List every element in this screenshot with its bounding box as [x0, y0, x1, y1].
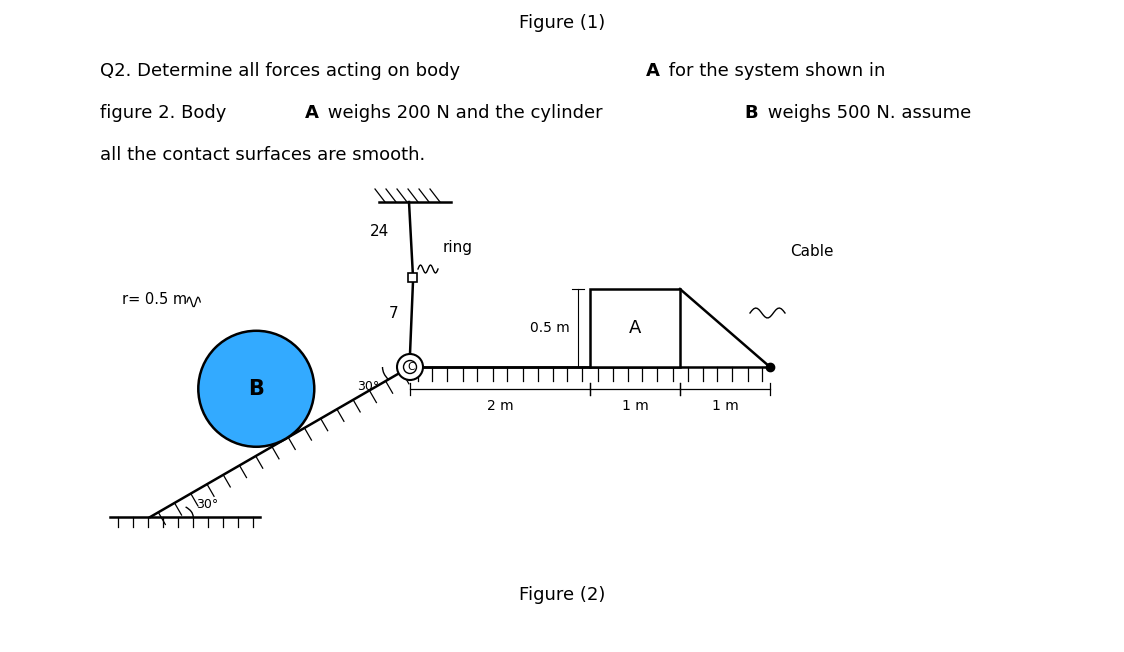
- Text: 1 m: 1 m: [711, 399, 738, 413]
- Text: all the contact surfaces are smooth.: all the contact surfaces are smooth.: [100, 146, 425, 164]
- Bar: [590, 289, 680, 367]
- Text: weighs 500 N. assume: weighs 500 N. assume: [762, 104, 971, 122]
- Text: figure 2. Body: figure 2. Body: [100, 104, 233, 122]
- Text: B: B: [248, 379, 264, 399]
- Text: 2 m: 2 m: [487, 399, 514, 413]
- Text: 1 m: 1 m: [622, 399, 649, 413]
- Text: Cable: Cable: [790, 244, 834, 259]
- Text: B: B: [745, 104, 759, 122]
- Text: A: A: [646, 62, 660, 80]
- Text: A: A: [628, 319, 641, 337]
- Circle shape: [397, 354, 423, 380]
- Circle shape: [404, 361, 417, 374]
- Bar: [408, 273, 417, 282]
- Text: 30°: 30°: [197, 498, 218, 511]
- Text: ring: ring: [443, 240, 473, 255]
- Text: weighs 200 N and the cylinder: weighs 200 N and the cylinder: [321, 104, 608, 122]
- Text: Figure (1): Figure (1): [519, 14, 605, 32]
- Text: C: C: [407, 362, 415, 372]
- Text: 7: 7: [389, 306, 398, 321]
- Text: A: A: [305, 104, 318, 122]
- Text: 0.5 m: 0.5 m: [531, 321, 570, 335]
- Text: 30°: 30°: [357, 380, 379, 393]
- Text: for the system shown in: for the system shown in: [663, 62, 886, 80]
- Text: Q2. Determine all forces acting on body: Q2. Determine all forces acting on body: [100, 62, 465, 80]
- Text: r= 0.5 m: r= 0.5 m: [123, 293, 187, 308]
- Text: 24: 24: [370, 224, 389, 239]
- Text: Figure (2): Figure (2): [519, 586, 605, 604]
- Circle shape: [198, 331, 315, 447]
